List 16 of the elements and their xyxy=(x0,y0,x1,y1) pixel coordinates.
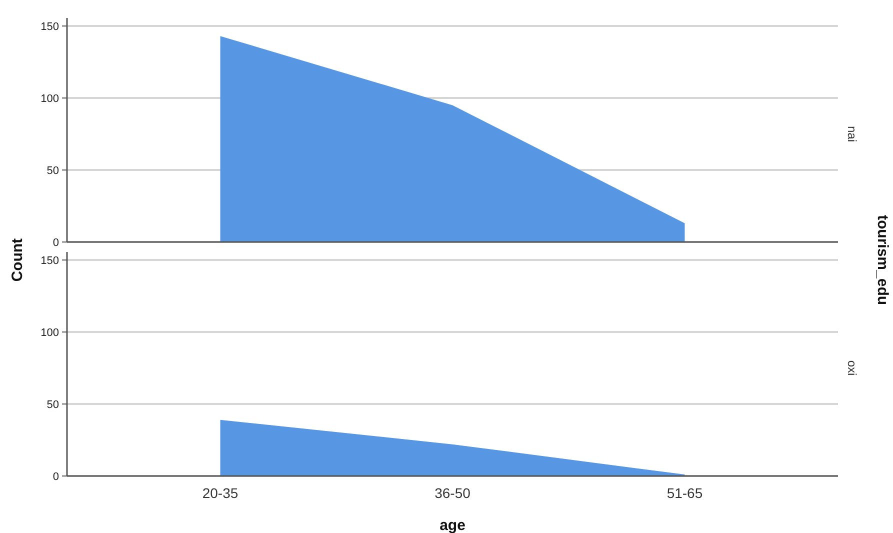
x-tick-label: 20-35 xyxy=(202,485,238,501)
y-tick-label: 50 xyxy=(46,398,59,411)
x-tick-label: 51-65 xyxy=(666,485,703,501)
y2-axis-title: nai xyxy=(845,126,859,142)
y-tick-label: 150 xyxy=(40,20,59,33)
y-tick-label: 150 xyxy=(40,254,59,267)
y-tick-label: 0 xyxy=(52,236,59,249)
y-tick-label: 0 xyxy=(52,470,59,483)
text: tourism_edu xyxy=(874,214,891,306)
x-axis-title: age xyxy=(440,517,466,533)
y-axis-title: Count xyxy=(9,238,26,282)
x-tick-label: 36-50 xyxy=(434,485,471,501)
y-tick-label: 100 xyxy=(40,92,59,105)
y-tick-label: 50 xyxy=(46,164,59,177)
y-tick-label: 100 xyxy=(40,326,59,339)
y2-axis-title: oxi xyxy=(845,360,859,376)
